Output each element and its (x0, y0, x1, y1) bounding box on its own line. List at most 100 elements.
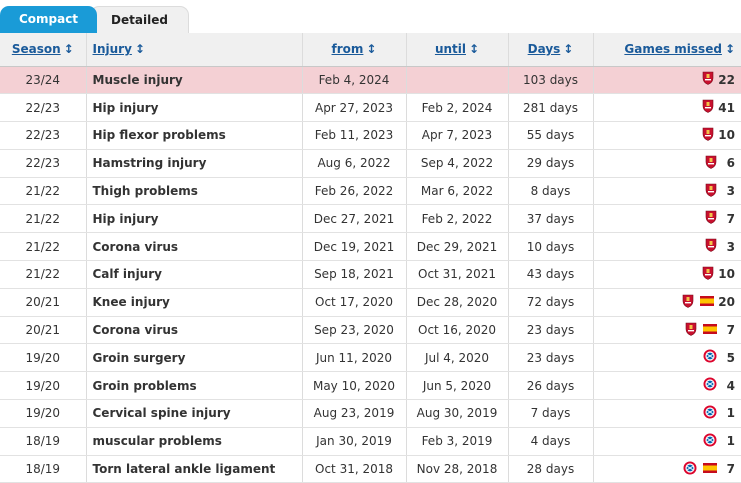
table-row: 18/19 Torn lateral ankle ligament Oct 31, … (0, 455, 741, 483)
until-date-cell: Nov 28, 2018 (406, 455, 509, 483)
bayern-crest-icon[interactable] (703, 433, 717, 450)
games-missed-count: 3 (726, 184, 735, 199)
liverpool-crest-icon[interactable] (702, 71, 714, 88)
games-missed-cell: 7 (593, 204, 741, 234)
season-cell: 21/22 (0, 232, 87, 262)
days-cell: 29 days (508, 149, 594, 178)
days-cell: 10 days (508, 232, 594, 262)
season-cell: 19/20 (0, 343, 87, 373)
games-missed-count: 4 (726, 378, 735, 393)
days-cell: 37 days (508, 204, 594, 234)
bayern-crest-icon[interactable] (703, 377, 717, 394)
season-cell: 23/24 (0, 66, 87, 95)
column-header-days[interactable]: Days ↕ (508, 33, 594, 67)
liverpool-crest-icon[interactable] (685, 322, 697, 339)
games-missed-count: 3 (726, 239, 735, 254)
until-date-cell: Feb 2, 2024 (406, 93, 509, 123)
games-missed-count: 41 (718, 100, 735, 115)
until-date-cell: Apr 7, 2023 (406, 121, 509, 150)
games-missed-cell: 6 (593, 149, 741, 178)
games-missed-cell: 41 (593, 93, 741, 123)
games-missed-count: 10 (718, 128, 735, 143)
days-cell: 72 days (508, 288, 594, 317)
games-missed-cell: 4 (593, 371, 741, 401)
sort-icon: ↕ (63, 42, 74, 57)
days-cell: 7 days (508, 399, 594, 428)
column-header-games-missed[interactable]: Games missed ↕ (593, 33, 741, 67)
sort-icon: ↕ (469, 42, 480, 57)
injury-cell: Knee injury (86, 288, 303, 317)
liverpool-crest-icon[interactable] (705, 210, 717, 227)
games-missed-count: 6 (726, 156, 735, 171)
from-date-cell: May 10, 2020 (302, 371, 407, 401)
table-row: 21/22 Corona virus Dec 19, 2021 Dec 29, 202… (0, 232, 741, 262)
games-missed-cell: 1 (593, 427, 741, 456)
liverpool-crest-icon[interactable] (702, 127, 714, 144)
table-row: 22/23 Hamstring injury Aug 6, 2022 Sep 4, 2… (0, 149, 741, 178)
spain-flag-icon (703, 462, 717, 476)
games-missed-count: 5 (726, 350, 735, 365)
games-missed-count: 1 (726, 434, 735, 449)
liverpool-crest-icon[interactable] (702, 266, 714, 283)
tab-compact[interactable]: Compact (0, 6, 97, 33)
season-cell: 20/21 (0, 316, 87, 345)
tab-detailed[interactable]: Detailed (90, 6, 189, 33)
from-date-cell: Feb 4, 2024 (302, 66, 407, 95)
season-cell: 21/22 (0, 204, 87, 234)
sort-icon: ↕ (724, 42, 735, 57)
table-body: 23/24 Muscle injury Feb 4, 2024 103 days 22 2… (0, 66, 741, 483)
season-cell: 19/20 (0, 371, 87, 401)
table-row: 21/22 Calf injury Sep 18, 2021 Oct 31, 2021… (0, 260, 741, 289)
days-cell: 23 days (508, 343, 594, 373)
liverpool-crest-icon[interactable] (705, 238, 717, 255)
injury-cell: muscular problems (86, 427, 303, 456)
injury-cell: Hamstring injury (86, 149, 303, 178)
table-row: 20/21 Knee injury Oct 17, 2020 Dec 28, 2020… (0, 288, 741, 317)
from-date-cell: Sep 18, 2021 (302, 260, 407, 289)
bayern-crest-icon[interactable] (703, 405, 717, 422)
table-row: 18/19 muscular problems Jan 30, 2019 Feb 3,… (0, 427, 741, 456)
games-missed-count: 20 (718, 295, 735, 310)
liverpool-crest-icon[interactable] (705, 183, 717, 200)
games-missed-cell: 20 (593, 288, 741, 317)
until-date-cell: Dec 29, 2021 (406, 232, 509, 262)
liverpool-crest-icon[interactable] (702, 99, 714, 116)
injury-cell: Corona virus (86, 232, 303, 262)
injury-cell: Cervical spine injury (86, 399, 303, 428)
from-date-cell: Dec 19, 2021 (302, 232, 407, 262)
days-cell: 281 days (508, 93, 594, 123)
games-missed-cell: 7 (593, 316, 741, 345)
column-header-from[interactable]: from ↕ (302, 33, 407, 67)
days-cell: 43 days (508, 260, 594, 289)
injury-cell: Corona virus (86, 316, 303, 345)
games-missed-cell: 3 (593, 232, 741, 262)
table-row: 21/22 Thigh problems Feb 26, 2022 Mar 6, 20… (0, 177, 741, 206)
from-date-cell: Aug 6, 2022 (302, 149, 407, 178)
games-missed-cell: 1 (593, 399, 741, 428)
liverpool-crest-icon[interactable] (705, 155, 717, 172)
column-header-until[interactable]: until ↕ (406, 33, 509, 67)
injury-cell: Hip injury (86, 93, 303, 123)
bayern-crest-icon[interactable] (683, 461, 697, 478)
until-date-cell (406, 66, 509, 95)
until-date-cell: Dec 28, 2020 (406, 288, 509, 317)
season-cell: 18/19 (0, 455, 87, 483)
games-missed-cell: 5 (593, 343, 741, 373)
until-date-cell: Oct 31, 2021 (406, 260, 509, 289)
liverpool-crest-icon[interactable] (682, 294, 694, 311)
injury-history-table: Season ↕ Injury ↕ from ↕ until ↕ Days ↕ Games… (0, 33, 741, 483)
injury-cell: Groin problems (86, 371, 303, 401)
table-row: 20/21 Corona virus Sep 23, 2020 Oct 16, 202… (0, 316, 741, 345)
column-header-season[interactable]: Season ↕ (0, 33, 87, 67)
season-cell: 22/23 (0, 121, 87, 150)
bayern-crest-icon[interactable] (703, 349, 717, 366)
games-missed-count: 7 (726, 211, 735, 226)
from-date-cell: Dec 27, 2021 (302, 204, 407, 234)
days-cell: 55 days (508, 121, 594, 150)
column-header-injury[interactable]: Injury ↕ (86, 33, 303, 67)
games-missed-cell: 22 (593, 66, 741, 95)
from-date-cell: Jun 11, 2020 (302, 343, 407, 373)
sort-icon: ↕ (563, 42, 574, 57)
from-date-cell: Sep 23, 2020 (302, 316, 407, 345)
spain-flag-icon (703, 323, 717, 337)
